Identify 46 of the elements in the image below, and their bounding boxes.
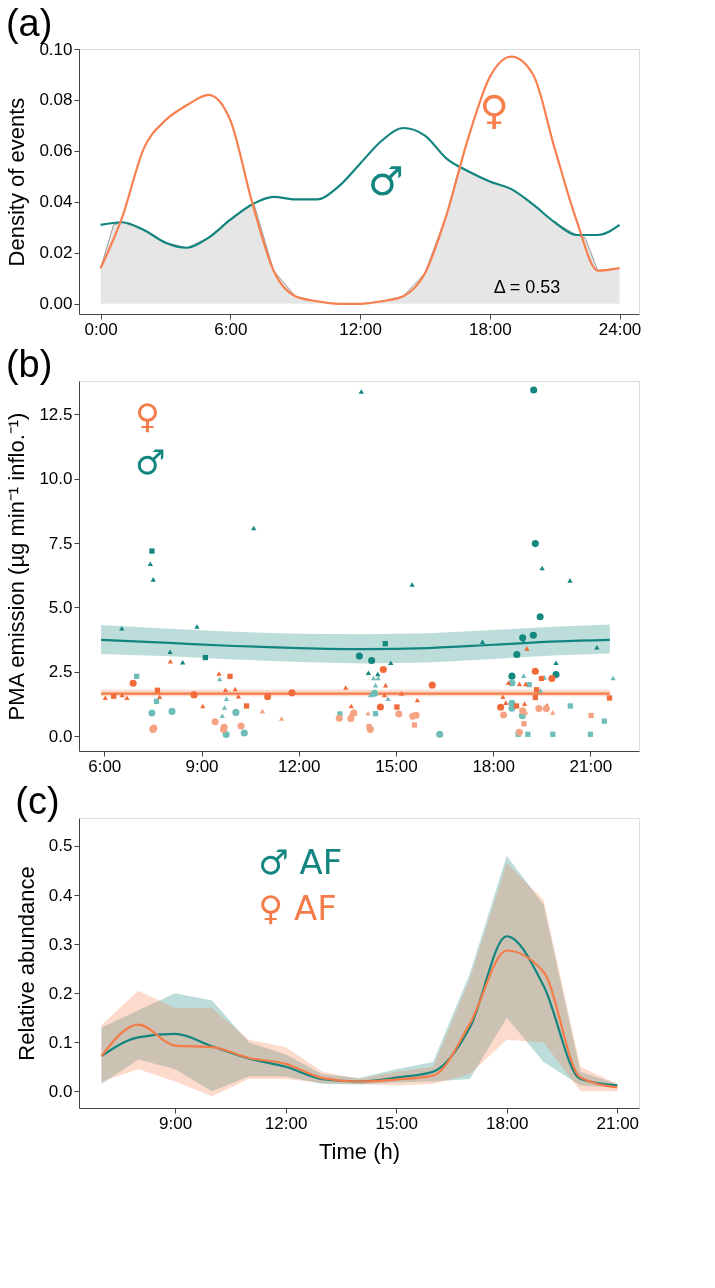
text: ♂	[135, 442, 166, 482]
y-tick-label: 0.04	[39, 192, 73, 212]
x-tick-label: 6:00	[214, 319, 248, 339]
y-tick-label: 10.0	[39, 469, 73, 489]
x-tick-label: 12:00	[339, 319, 382, 339]
x-tick-label: 0:00	[84, 319, 118, 339]
x-tick-label: 12:00	[277, 756, 321, 776]
x-tick-label: 9:00	[185, 756, 219, 776]
text: ♂ AF	[258, 842, 343, 883]
x-tick-label: 21:00	[569, 756, 613, 776]
y-tick-label: 12.5	[39, 404, 73, 424]
text: ♀	[135, 396, 160, 436]
x-tick-label: 9:00	[159, 1113, 193, 1133]
y-tick-label: 0.02	[39, 243, 73, 263]
y-axis-title: Relative abundance	[13, 866, 39, 1061]
x-tick-label: 15:00	[375, 756, 418, 776]
y-tick-label: 0.0	[48, 726, 73, 746]
chart-title: (c)	[15, 780, 60, 822]
y-tick-label: 7.5	[48, 533, 73, 553]
chart-title: (b)	[5, 343, 53, 385]
y-tick-label: 0.1	[48, 1032, 73, 1052]
y-tick-label: 0.5	[48, 836, 73, 856]
x-tick-label: 18:00	[485, 1113, 529, 1133]
y-axis-title: Density of events	[4, 97, 30, 267]
x-tick-label: 6:00	[88, 756, 122, 776]
x-tick-label: 18:00	[472, 756, 515, 776]
x-tick-label: 21:00	[596, 1113, 640, 1133]
x-tick-label: 15:00	[375, 1113, 418, 1133]
annotation: Δ = 0.53	[493, 276, 561, 297]
y-tick-label: 2.5	[48, 662, 73, 682]
x-axis-title: Time (h)	[318, 1138, 401, 1164]
y-tick-label: 0.08	[39, 90, 73, 110]
y-tick-label: 0.0	[48, 1081, 73, 1101]
y-tick-label: 0.00	[39, 294, 73, 314]
y-tick-label: 0.4	[48, 885, 73, 905]
text: ♀ AF	[258, 888, 337, 929]
y-tick-label: 0.2	[48, 983, 73, 1003]
y-axis-title: PMA emission (µg min⁻¹ inflo.⁻¹)	[4, 412, 30, 721]
y-tick-label: 5.0	[48, 597, 73, 617]
series-label: ♀	[479, 86, 509, 133]
y-tick-label: 0.06	[39, 141, 73, 161]
x-tick-label: 12:00	[264, 1113, 308, 1133]
series-label: ♂	[368, 157, 404, 204]
y-tick-label: 0.3	[48, 934, 73, 954]
x-tick-label: 24:00	[598, 319, 642, 339]
x-tick-label: 18:00	[469, 319, 512, 339]
